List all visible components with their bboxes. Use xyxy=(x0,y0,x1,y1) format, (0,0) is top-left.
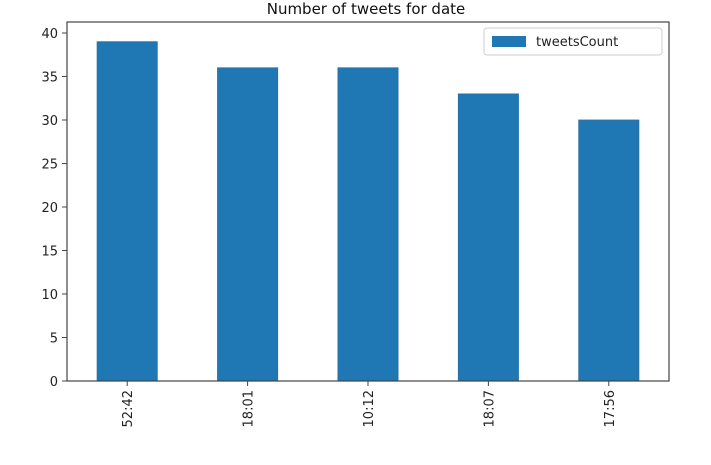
legend-swatch xyxy=(492,36,526,47)
y-tick-label: 25 xyxy=(41,158,58,173)
y-tick-label: 20 xyxy=(41,201,58,216)
bar xyxy=(578,119,640,382)
y-tick-label: 5 xyxy=(50,332,58,347)
y-tick-label: 40 xyxy=(41,27,58,42)
y-tick-label: 10 xyxy=(41,288,58,303)
y-tick-label: 30 xyxy=(41,114,58,129)
y-axis: 0 5 10 15 20 25 30 35 40 xyxy=(41,27,67,390)
x-axis: 52:42 18:01 10:12 18:07 17:56 xyxy=(121,381,618,427)
bar xyxy=(457,93,519,382)
legend: tweetsCount xyxy=(483,27,663,56)
x-tick-label: 52:42 xyxy=(121,390,136,427)
x-tick-label: 10:12 xyxy=(362,390,377,427)
chart-title: Number of tweets for date xyxy=(267,0,466,18)
y-tick-label: 15 xyxy=(41,245,58,260)
x-tick-label: 18:01 xyxy=(242,390,257,427)
x-tick-label: 17:56 xyxy=(603,390,618,427)
y-tick-label: 35 xyxy=(41,71,58,86)
legend-label: tweetsCount xyxy=(536,35,618,50)
bar xyxy=(96,41,158,382)
bar xyxy=(217,67,279,382)
x-tick-label: 18:07 xyxy=(482,390,497,427)
bar xyxy=(337,67,399,382)
y-tick-label: 0 xyxy=(50,375,58,390)
legend-frame xyxy=(483,27,663,56)
plot-area xyxy=(66,21,670,382)
